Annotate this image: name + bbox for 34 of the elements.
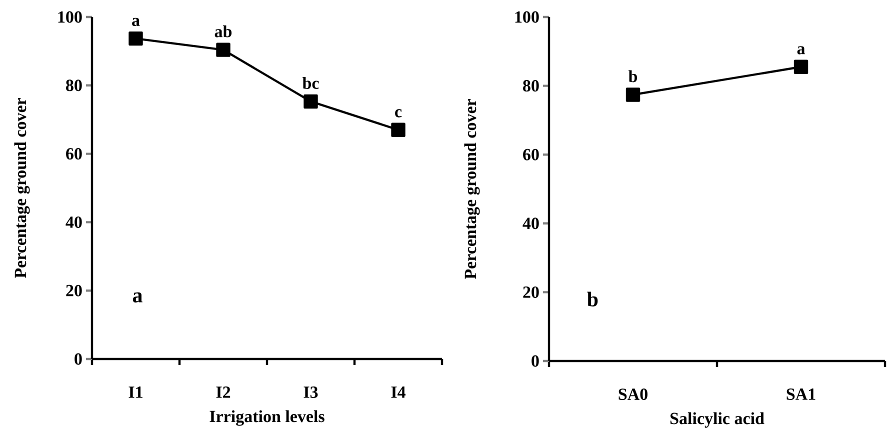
y-tick-label: 60 (523, 148, 539, 160)
y-tick-label: 20 (66, 284, 82, 296)
annotation: bc (302, 76, 319, 89)
x-tick-label: SA0 (618, 388, 648, 400)
point (128, 31, 143, 46)
y-tick-label: 100 (515, 11, 539, 23)
y-tick-label: 80 (523, 80, 539, 92)
x-tick-label: SA1 (786, 388, 816, 400)
annotation: ab (214, 25, 232, 38)
y-tick-label: 100 (58, 11, 82, 23)
x-axis-title: Salicylic acid (670, 412, 764, 428)
x-axis-title: Irrigation levels (210, 410, 324, 426)
y-tick-label: 0 (74, 353, 82, 365)
x-tick-label: I4 (391, 386, 406, 398)
y-tick-label: 40 (66, 216, 82, 228)
annotation: c (395, 109, 402, 118)
y-tick-label: 60 (66, 148, 82, 160)
x-tick-label: I2 (216, 386, 230, 398)
y-tick-label: 0 (532, 355, 539, 367)
annotation: a (797, 46, 806, 54)
annotation: b (587, 292, 598, 306)
point (391, 122, 406, 137)
annotation: a (132, 18, 140, 26)
y-axis-title: Percentage ground cover (14, 98, 30, 278)
x-tick-label: I3 (304, 386, 318, 398)
annotation: a (132, 292, 142, 302)
y-tick-label: 40 (522, 218, 539, 230)
annotation: b (628, 70, 638, 82)
y-tick-label: 80 (66, 80, 82, 92)
x-tick-label: I1 (128, 386, 142, 398)
y-tick-label: 20 (523, 286, 539, 298)
point (304, 94, 318, 109)
y-axis-title: Percentage ground cover (464, 99, 480, 280)
point (216, 42, 230, 57)
